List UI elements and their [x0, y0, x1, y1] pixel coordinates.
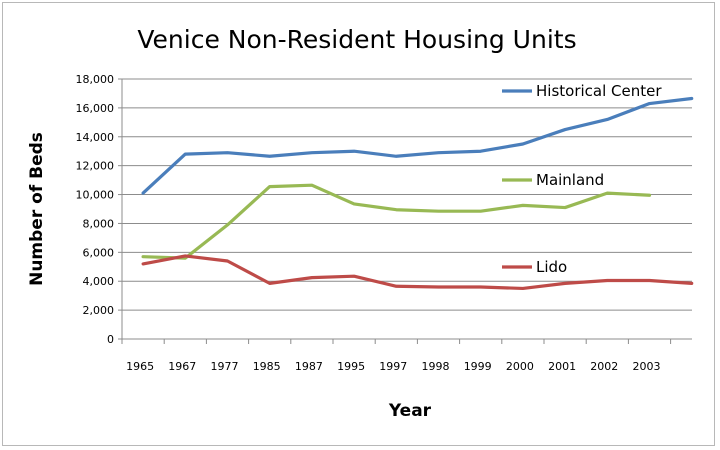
y-tick-label: 16,000: [76, 102, 115, 115]
series-line: [141, 254, 694, 291]
y-tick-label: 14,000: [76, 131, 115, 144]
x-tick-label: 2001: [548, 360, 576, 373]
x-tick-labels: 1965 1967 1977 1985 1987 1995 1997 1998 1999 2000…: [126, 360, 660, 373]
axes: [118, 78, 692, 344]
x-tick-label: 1995: [337, 360, 365, 373]
series-lines: [141, 96, 694, 291]
y-tick-label: 4,000: [83, 275, 115, 288]
gridlines: [122, 78, 692, 311]
x-tick-label: 2002: [590, 360, 618, 373]
x-tick-label: 1977: [211, 360, 239, 373]
y-tick-label: 8,000: [83, 217, 115, 230]
y-tick-label: 6,000: [83, 246, 115, 259]
x-tick-label: 2000: [506, 360, 534, 373]
y-tick-label: 18,000: [76, 73, 115, 86]
chart-frame: [2, 2, 715, 446]
x-tick-label: 1999: [464, 360, 492, 373]
legend: Historical Center Mainland Lido: [502, 82, 662, 276]
x-tick-label: 1965: [126, 360, 154, 373]
x-tick-label: 2003: [633, 360, 661, 373]
x-tick-label: 1987: [295, 360, 323, 373]
x-axis-title: Year: [388, 401, 432, 421]
legend-label: Lido: [536, 258, 567, 276]
x-tick-label: 1997: [379, 360, 407, 373]
y-tick-label: 0: [107, 333, 114, 346]
x-tick-label: 1985: [253, 360, 281, 373]
y-tick-label: 10,000: [76, 189, 115, 202]
chart-title: Venice Non-Resident Housing Units: [137, 25, 576, 54]
y-tick-label: 12,000: [76, 160, 115, 173]
series-line: [141, 183, 652, 260]
x-tick-label: 1967: [168, 360, 196, 373]
series-line: [141, 96, 694, 195]
x-tick-label: 1998: [422, 360, 450, 373]
legend-label: Historical Center: [536, 82, 662, 100]
y-tick-label: 2,000: [83, 304, 115, 317]
y-tick-labels: 0 2,000 4,000 6,000 8,000 10,000 12,000 14,000 1…: [76, 73, 115, 346]
y-axis-title: Number of Beds: [27, 132, 47, 286]
legend-label: Mainland: [536, 171, 604, 189]
